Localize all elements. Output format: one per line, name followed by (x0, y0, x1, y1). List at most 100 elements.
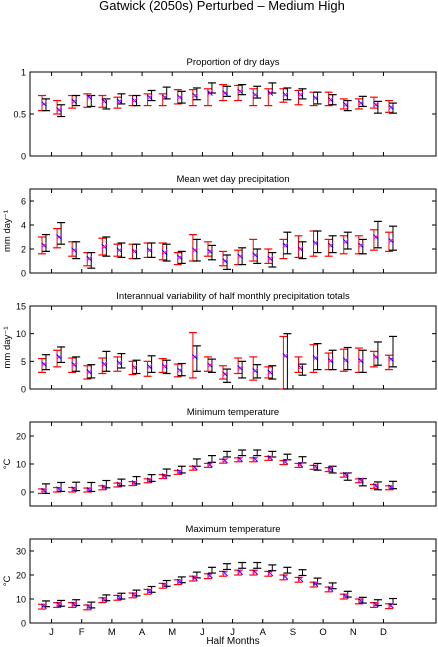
data-marker (267, 255, 274, 262)
panel-title: Proportion of dry days (187, 57, 280, 68)
y-tick-label: 0 (21, 269, 26, 279)
x-tick-label-month: F (79, 627, 85, 638)
data-marker (101, 98, 108, 105)
data-marker (342, 593, 349, 599)
data-marker (297, 461, 304, 468)
data-marker (282, 352, 289, 359)
data-marker (101, 596, 108, 603)
data-marker (237, 456, 243, 463)
x-tick-label-month: J (49, 627, 54, 638)
data-marker (282, 242, 289, 249)
data-marker (252, 91, 259, 98)
data-marker (86, 255, 93, 262)
data-marker (297, 364, 304, 371)
data-marker (131, 248, 138, 255)
data-marker (161, 94, 168, 101)
data-marker (327, 357, 334, 364)
data-marker (131, 97, 138, 104)
y-tick-label: 15 (16, 302, 26, 312)
data-marker (192, 464, 198, 471)
data-marker (388, 484, 394, 491)
x-tick-label-month: A (139, 627, 146, 638)
data-marker (252, 367, 259, 374)
data-marker (207, 572, 213, 579)
figure-title: Gatwick (2050s) Perturbed – Medium High (99, 0, 345, 13)
data-marker (86, 368, 93, 375)
y-tick-label: 20 (16, 571, 26, 581)
data-marker (161, 473, 168, 479)
data-marker (357, 357, 364, 364)
data-marker (192, 575, 198, 581)
data-marker (252, 569, 259, 575)
data-marker (342, 357, 349, 364)
y-tick-label: 0 (21, 385, 26, 395)
data-marker (222, 570, 228, 577)
data-marker (176, 578, 183, 585)
data-marker (357, 477, 364, 484)
y-axis-label: mm day⁻¹ (2, 327, 13, 369)
data-marker (207, 362, 213, 369)
y-axis-label: mm day⁻¹ (2, 210, 13, 252)
data-marker (327, 242, 334, 249)
data-marker (131, 364, 138, 371)
data-marker (388, 104, 394, 111)
panels-container: Proportion of dry days 0 0.5 1 Mean wet day … (2, 57, 437, 638)
data-marker (373, 354, 379, 360)
x-tick-label-month: J (230, 627, 235, 638)
data-marker (252, 252, 259, 258)
data-marker (176, 254, 183, 261)
data-marker (388, 237, 394, 244)
data-marker (297, 576, 304, 583)
data-marker (41, 101, 47, 107)
data-marker (297, 246, 304, 252)
y-axis-label: °C (2, 576, 13, 587)
x-tick-label-month: M (108, 627, 116, 638)
data-marker (222, 371, 228, 377)
data-marker (237, 88, 243, 95)
data-marker (161, 582, 168, 589)
data-marker (312, 240, 319, 246)
data-marker (176, 468, 183, 475)
data-marker (327, 96, 334, 103)
y-tick-label: 10 (16, 329, 26, 339)
data-marker (312, 355, 319, 361)
y-axis-label: °C (2, 459, 13, 470)
y-tick-label: 10 (16, 595, 26, 605)
data-marker (86, 94, 93, 101)
data-marker (146, 247, 153, 254)
data-marker (161, 363, 168, 370)
data-marker (116, 360, 123, 366)
data-marker (192, 92, 198, 99)
chart-panel-1: Proportion of dry days 0 0.5 1 (13, 57, 437, 162)
data-marker (41, 242, 47, 249)
data-marker (41, 603, 47, 610)
data-marker (373, 101, 379, 108)
data-marker (222, 258, 228, 264)
data-marker (342, 101, 349, 108)
data-marker (267, 90, 274, 96)
data-marker (131, 480, 138, 486)
data-marker (41, 361, 47, 367)
data-marker (237, 365, 243, 371)
data-marker (192, 354, 198, 360)
data-marker (71, 486, 78, 493)
panel-title: Mean wet day precipitation (176, 174, 289, 185)
y-tick-label: 20 (16, 432, 26, 442)
y-tick-label: 2 (21, 245, 26, 255)
data-marker (56, 601, 62, 608)
panel-title: Interannual variability of half monthly … (116, 291, 350, 302)
data-marker (86, 604, 93, 610)
data-marker (101, 361, 108, 367)
data-marker (357, 100, 364, 106)
data-marker (357, 242, 364, 249)
data-marker (267, 369, 274, 376)
data-marker (146, 364, 153, 370)
data-marker (41, 487, 47, 494)
axes-frame (29, 71, 437, 157)
data-marker (71, 247, 78, 254)
data-marker (388, 356, 394, 362)
data-marker (116, 481, 123, 488)
axes-frame (29, 538, 437, 624)
data-marker (267, 454, 274, 461)
